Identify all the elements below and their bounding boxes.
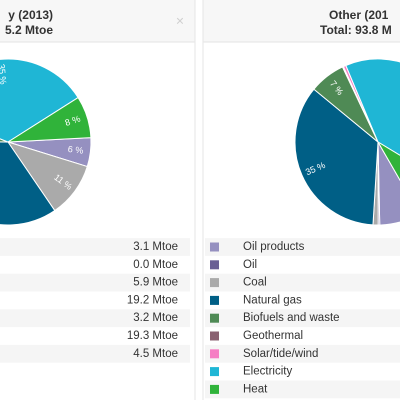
pie-slice [345, 58, 400, 156]
legend-label: Biofuels and waste [243, 312, 340, 324]
pie-slice [0, 141, 56, 226]
chart-title: y (2013) [8, 8, 53, 22]
legend-swatch [210, 313, 219, 323]
table-row [0, 309, 190, 328]
table-row [0, 344, 190, 363]
table-row [205, 238, 400, 256]
close-button[interactable]: × [176, 13, 184, 29]
left-header [0, 0, 195, 42]
table-row [205, 309, 400, 328]
legend-label: Geothermal [243, 330, 303, 342]
legend-label: Heat [243, 383, 268, 395]
legend-swatch [210, 367, 219, 377]
legend-swatch [210, 331, 219, 341]
pie-slice [294, 88, 379, 226]
slice-label: 35 % [0, 63, 8, 84]
legend-label: Solar/tide/wind [243, 348, 318, 360]
legend-swatch [210, 260, 219, 270]
legend-label: Coal [243, 277, 267, 289]
table-row [205, 273, 400, 292]
table-value: 3.1 Mtoe [133, 241, 178, 253]
table-value: 0.0 Mtoe [133, 259, 178, 271]
legend-swatch [210, 278, 219, 288]
right-header [203, 0, 400, 42]
legend-swatch [210, 384, 219, 394]
chart-subtitle: Total: 93.8 M [320, 23, 392, 37]
legend-swatch [210, 349, 219, 359]
legend-label: Oil [243, 259, 257, 271]
table-row [205, 380, 400, 399]
table-value: 19.3 Mtoe [127, 330, 178, 342]
slice-label: 6 % [67, 144, 84, 156]
slice-label: 8 % [64, 114, 82, 128]
table-row [0, 273, 190, 292]
table-row [0, 238, 190, 256]
pie-slice [0, 58, 79, 143]
table-value: 3.2 Mtoe [133, 312, 178, 324]
table-value: 5.9 Mtoe [133, 277, 178, 289]
table-value: 19.2 Mtoe [127, 294, 178, 306]
chart-title: Other (201 [329, 8, 389, 22]
pie-slice [6, 96, 92, 143]
legend-label: Natural gas [243, 294, 302, 306]
table-value: 4.5 Mtoe [133, 348, 178, 360]
table-row [205, 344, 400, 363]
legend-swatch [210, 242, 219, 252]
pie-slice [377, 141, 400, 182]
legend-swatch [210, 295, 219, 305]
legend-label: Electricity [243, 366, 292, 378]
chart-subtitle: 5.2 Mtoe [5, 23, 53, 37]
legend-label: Oil products [243, 241, 305, 253]
